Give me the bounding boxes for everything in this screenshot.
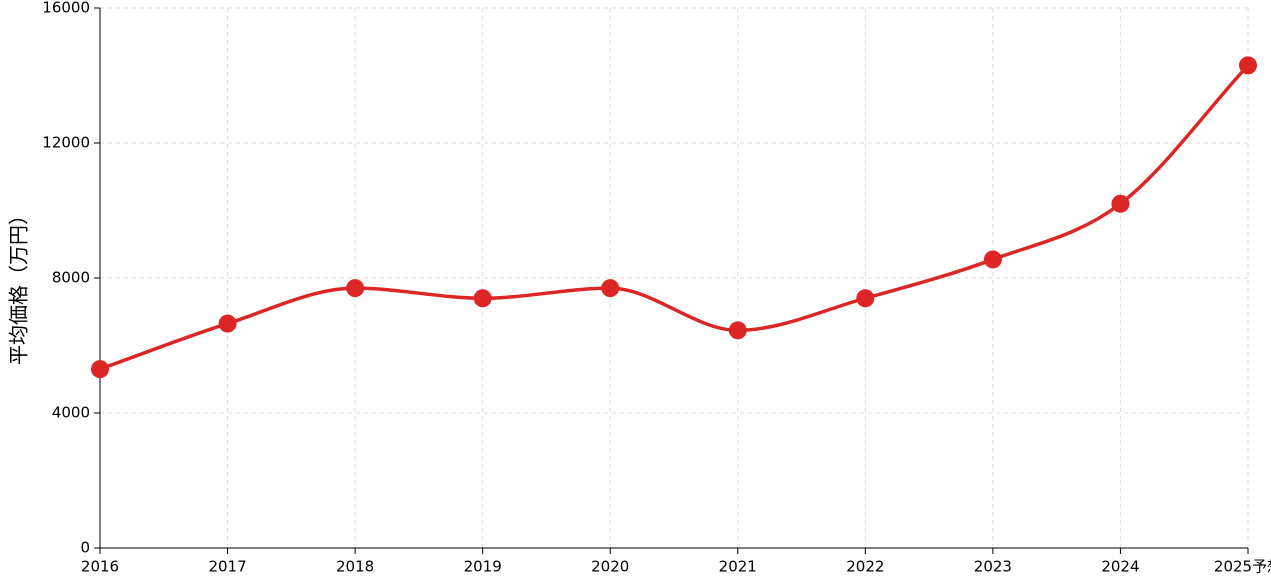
data-point (91, 360, 109, 379)
y-tick-label: 8000 (52, 269, 90, 287)
data-point (983, 250, 1002, 269)
x-tick-label: 2023 (974, 558, 1012, 576)
y-tick-label: 4000 (52, 404, 90, 422)
x-tick-label: 2024 (1101, 558, 1139, 576)
x-tick-label: 2022 (846, 558, 884, 576)
y-tick-label: 16000 (42, 0, 90, 17)
x-tick-label: 2017 (208, 558, 246, 576)
data-point (856, 289, 875, 308)
data-point (473, 289, 492, 308)
series-line (99, 64, 1250, 371)
x-tick-label: 2025予想 (1214, 558, 1271, 576)
y-axis-label: 平均価格（万円） (7, 205, 31, 365)
data-point (728, 321, 747, 340)
x-tick-label: 2019 (464, 558, 502, 576)
y-tick-label: 12000 (42, 134, 90, 152)
data-point (601, 279, 620, 298)
x-tick-label: 2021 (719, 558, 757, 576)
y-tick-label: 0 (80, 539, 90, 557)
data-point (1239, 56, 1257, 75)
x-tick-label: 2020 (591, 558, 629, 576)
data-point (218, 314, 237, 333)
data-point (1111, 194, 1130, 213)
x-tick-label: 2016 (81, 558, 119, 576)
x-tick-label: 2018 (336, 558, 374, 576)
data-point (346, 279, 365, 298)
